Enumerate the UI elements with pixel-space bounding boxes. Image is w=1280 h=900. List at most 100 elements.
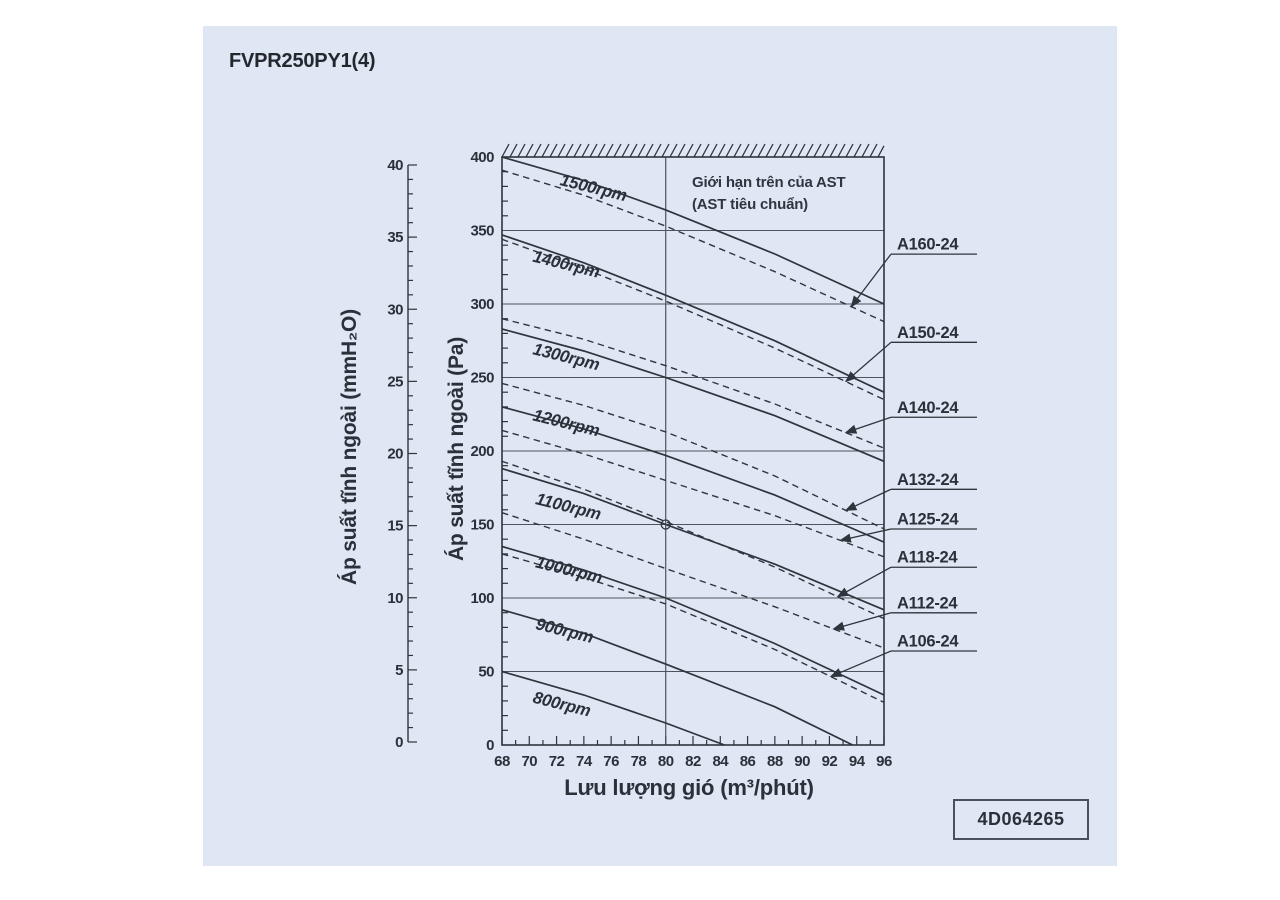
curve-A160-24 (501, 169, 885, 323)
model-label-arrow (844, 416, 892, 434)
x-tick-label-90: 90 (794, 753, 810, 770)
x-tick-label-84: 84 (712, 753, 729, 770)
upper-limit-hatch-line (821, 143, 830, 158)
upper-limit-hatch-line (685, 143, 694, 158)
x-tick-label-88: 88 (767, 753, 783, 770)
model-label-A125-24: A125-24 (897, 511, 959, 529)
curve-label-1200rpm: 1200rpm (531, 406, 602, 441)
upper-limit-hatch-line (501, 143, 510, 158)
curve-900rpm (501, 608, 853, 746)
model-label-arrow (832, 612, 892, 631)
upper-limit-note: Giới hạn trên của AST (AST tiêu chuẩn) (692, 172, 846, 216)
curve-1200rpm (501, 406, 885, 543)
curve-A140-24 (501, 318, 885, 449)
upper-limit-hatch-line (549, 143, 558, 158)
pa-tick-label-350: 350 (470, 223, 494, 240)
upper-limit-note-line2: (AST tiêu chuẩn) (692, 195, 808, 213)
x-tick-label-94: 94 (849, 753, 866, 770)
drawing-code-box: 4D064265 (953, 799, 1089, 840)
x-tick-label-96: 96 (876, 753, 892, 770)
x-tick-label-70: 70 (521, 753, 537, 770)
model-label-A150-24: A150-24 (897, 324, 959, 342)
upper-limit-hatch-line (693, 143, 702, 158)
upper-limit-hatch-line (629, 143, 638, 158)
model-label-A106-24: A106-24 (897, 633, 959, 651)
mmh2o-tick-label-0: 0 (395, 734, 403, 751)
upper-limit-hatch-line (661, 143, 670, 158)
model-label-arrow (850, 253, 892, 308)
pa-tick-label-250: 250 (470, 370, 494, 387)
upper-limit-hatch-line (781, 143, 790, 158)
upper-limit-hatch-line (805, 143, 814, 158)
mmh2o-tick-label-40: 40 (387, 157, 403, 174)
upper-limit-hatch-line (837, 143, 846, 158)
x-tick-label-68: 68 (494, 753, 510, 770)
mmh2o-tick-label-20: 20 (387, 446, 403, 463)
upper-limit-hatch-line (709, 143, 718, 158)
x-tick-label-74: 74 (576, 753, 593, 770)
curve-label-1300rpm: 1300rpm (531, 339, 602, 374)
model-label-A118-24: A118-24 (897, 549, 958, 567)
mmh2o-tick-label-35: 35 (387, 229, 403, 246)
pa-tick-label-50: 50 (478, 664, 494, 681)
model-label-A112-24: A112-24 (897, 594, 958, 612)
mmh2o-tick-label-30: 30 (387, 301, 403, 318)
upper-limit-hatch-line (853, 143, 862, 158)
upper-limit-hatch-line (765, 143, 774, 158)
x-tick-label-76: 76 (603, 753, 619, 770)
mmh2o-tick-label-15: 15 (387, 518, 403, 535)
curve-A112-24 (501, 512, 885, 649)
curve-label-1000rpm: 1000rpm (534, 553, 605, 588)
upper-limit-hatch-line (589, 143, 598, 158)
mmh2o-tick-label-5: 5 (395, 662, 403, 679)
x-tick-label-80: 80 (658, 753, 674, 770)
upper-limit-hatch-line (637, 143, 646, 158)
curve-label-900rpm: 900rpm (534, 614, 596, 647)
mmh2o-tick-label-10: 10 (387, 590, 403, 607)
upper-limit-hatch-line (797, 143, 806, 158)
mmh2o-tick-label-25: 25 (387, 373, 403, 390)
curve-1400rpm (501, 234, 885, 393)
pa-tick-label-100: 100 (470, 590, 494, 607)
curve-1000rpm (501, 545, 885, 696)
model-label-A160-24: A160-24 (897, 236, 959, 254)
model-label-arrow (829, 650, 892, 678)
upper-limit-hatch-line (813, 143, 822, 158)
upper-limit-hatch-line (581, 143, 590, 158)
curve-1300rpm (501, 328, 885, 463)
y-axis-title-mmh2o: Áp suất tĩnh ngoài (mmH₂O) (338, 309, 361, 585)
upper-limit-hatch-line (789, 143, 798, 158)
model-label-arrow (844, 488, 892, 511)
upper-limit-hatch-line (845, 143, 854, 158)
upper-limit-hatch-line (773, 143, 782, 158)
upper-limit-hatch-line (533, 143, 542, 158)
model-label-A140-24: A140-24 (897, 399, 959, 417)
upper-limit-hatch-line (829, 143, 838, 158)
model-label-arrow (844, 341, 892, 383)
upper-limit-hatch-line (861, 143, 870, 158)
upper-limit-hatch-line (733, 143, 742, 158)
upper-limit-hatch-line (653, 143, 662, 158)
pa-tick-label-200: 200 (470, 443, 494, 460)
pa-tick-label-0: 0 (486, 737, 494, 754)
upper-limit-hatch-line (877, 145, 885, 158)
model-label-A132-24: A132-24 (897, 471, 959, 489)
drawing-code: 4D064265 (977, 809, 1065, 829)
pa-tick-label-300: 300 (470, 296, 494, 313)
upper-limit-hatch-line (869, 143, 878, 158)
curve-800rpm (501, 670, 725, 746)
curve-A125-24 (501, 429, 885, 558)
pa-tick-label-150: 150 (470, 517, 494, 534)
upper-limit-hatch-line (669, 143, 678, 158)
curve-label-1400rpm: 1400rpm (531, 247, 602, 282)
upper-limit-hatch-line (701, 143, 710, 158)
upper-limit-hatch-line (757, 143, 766, 158)
y-axis-title-pa: Áp suất tĩnh ngoài (Pa) (445, 336, 468, 562)
upper-limit-hatch-line (557, 143, 566, 158)
curve-A118-24 (501, 460, 885, 620)
upper-limit-hatch-line (605, 143, 614, 158)
curve-1500rpm (501, 156, 885, 305)
upper-limit-hatch-line (517, 143, 526, 158)
